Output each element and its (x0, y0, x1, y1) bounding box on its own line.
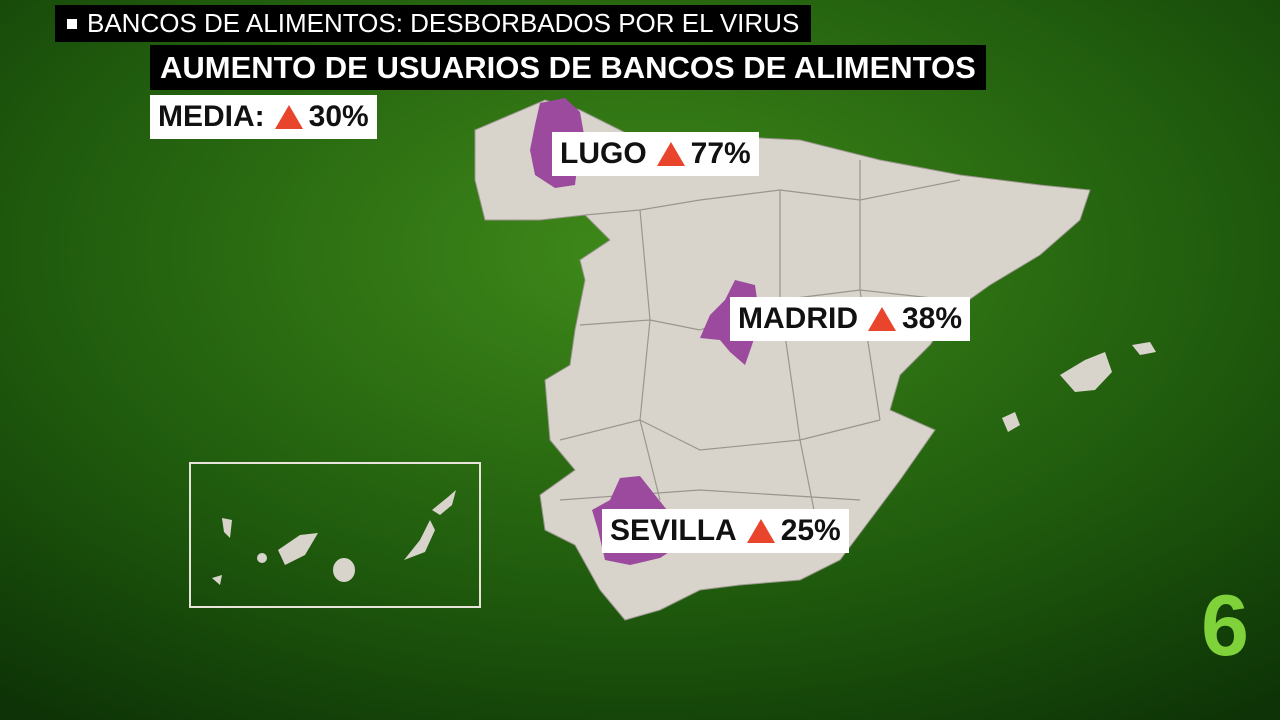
region-name: MADRID (738, 302, 858, 335)
region-label: MADRID 38% (730, 297, 971, 341)
ticker-text: BANCOS DE ALIMENTOS: DESBORBADOS POR EL … (87, 8, 800, 38)
region-label: LUGO 77% (552, 132, 759, 176)
average-label: MEDIA: 30% (150, 95, 377, 139)
average-value: 30% (308, 100, 369, 133)
headline: AUMENTO DE USUARIOS DE BANCOS DE ALIMENT… (150, 45, 986, 90)
headline-text: AUMENTO DE USUARIOS DE BANCOS DE ALIMENT… (160, 49, 976, 85)
canary-islands (212, 490, 456, 585)
ibiza (1002, 412, 1020, 432)
region-value: 77% (690, 137, 751, 170)
canary-box (189, 462, 481, 608)
ticker: BANCOS DE ALIMENTOS: DESBORBADOS POR EL … (55, 5, 812, 42)
region-value: 38% (902, 302, 963, 335)
province-borders (559, 160, 961, 541)
region-name: LUGO (560, 137, 647, 170)
mallorca (1060, 352, 1112, 392)
region-name: SEVILLA (610, 514, 737, 547)
channel-logo: 6 (1201, 578, 1249, 674)
menorca (1132, 342, 1156, 355)
region-label: SEVILLA 25% (602, 509, 849, 553)
region-value: 25% (780, 514, 841, 547)
average-name: MEDIA: (158, 100, 265, 133)
